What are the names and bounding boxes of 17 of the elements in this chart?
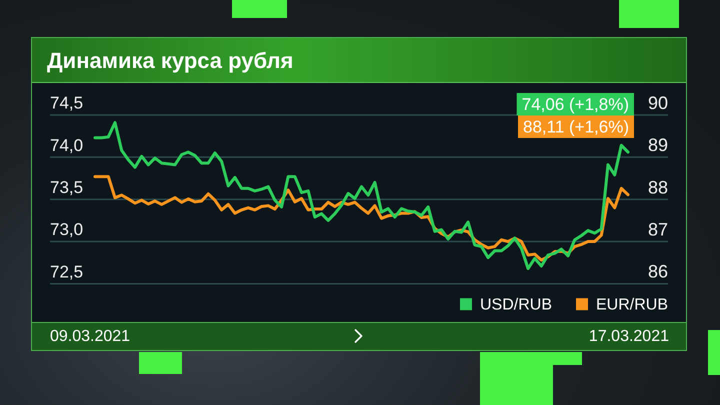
y-tick-label: 74,5 — [50, 94, 84, 113]
text: 09.03.2021 — [50, 328, 130, 346]
y2-tick-label: 90 — [648, 92, 668, 113]
legend-label: EUR/RUB — [596, 296, 668, 314]
y2-tick-label: 89 — [648, 135, 668, 156]
annotation: 88,11 (+1,6%) — [523, 117, 630, 136]
y2-tick-label: 87 — [648, 219, 668, 240]
y-tick-label: 73,0 — [50, 220, 84, 240]
text: 74,06 (+1,8%) — [522, 94, 630, 114]
y-tick-label: 72,5 — [50, 262, 84, 282]
text: 17.03.2021 — [588, 328, 669, 346]
chart-title: Динамика курса рубля — [47, 48, 294, 73]
legend-label: USD/RUB — [480, 296, 552, 314]
y2-tick-label: 88 — [648, 177, 668, 198]
y-tick-label: 74,0 — [50, 136, 84, 155]
y-tick-label: 73,5 — [50, 178, 84, 198]
y2-tick-label: 86 — [648, 262, 668, 282]
